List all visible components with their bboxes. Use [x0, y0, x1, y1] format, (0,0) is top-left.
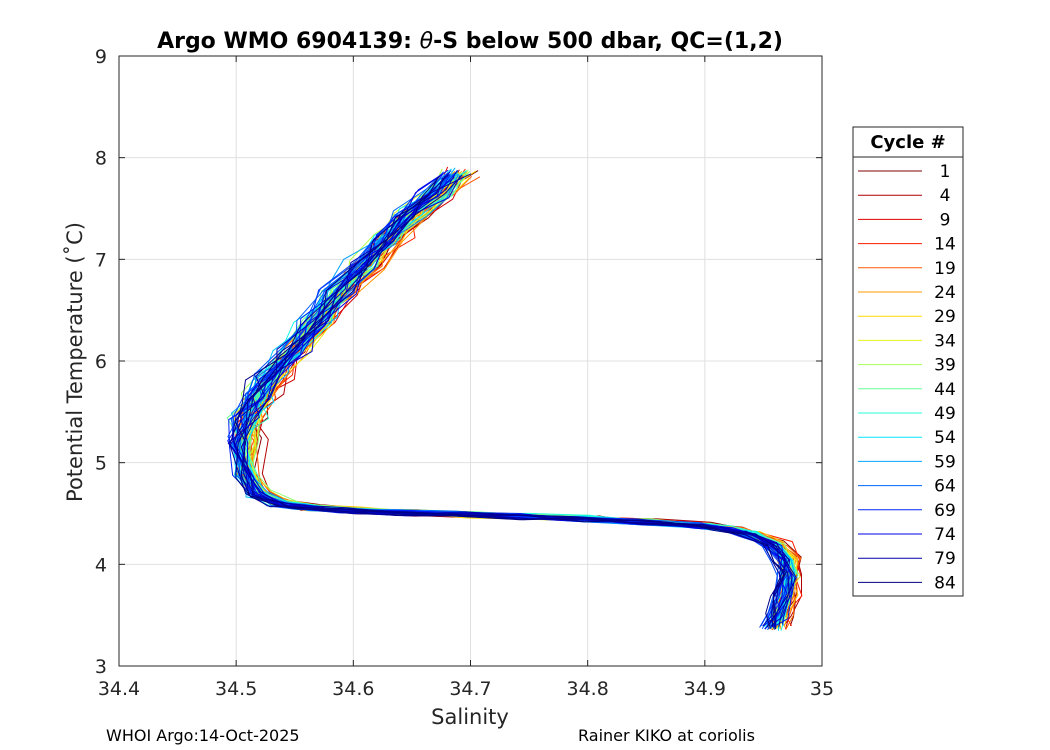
x-tick-label: 35: [810, 678, 834, 700]
legend-item: 24: [858, 283, 956, 303]
legend-label: 1: [940, 162, 951, 182]
legend-item: 59: [858, 452, 956, 472]
legend-label: 39: [934, 356, 956, 376]
x-tick-label: 34.7: [449, 678, 491, 700]
legend-label: 59: [934, 452, 956, 472]
legend-item: 79: [858, 549, 956, 569]
y-tick-label: 6: [95, 351, 107, 373]
legend-label: 84: [934, 573, 956, 593]
y-tick-label: 9: [95, 46, 107, 68]
x-tick-label: 34.4: [98, 678, 140, 700]
profile-line: [233, 174, 790, 630]
x-tick-label: 34.5: [215, 678, 257, 700]
profile-line: [234, 175, 786, 629]
legend-label: 34: [934, 331, 956, 351]
x-axis-label: Salinity: [431, 705, 509, 729]
legend-label: 54: [934, 428, 956, 448]
x-tick-label: 34.8: [567, 678, 609, 700]
y-tick-label: 8: [95, 148, 107, 170]
chart-title: Argo WMO 6904139: θ-S below 500 dbar, QC…: [157, 29, 783, 54]
legend-label: 74: [934, 525, 956, 545]
legend-item: 84: [858, 573, 956, 593]
legend: Cycle # 14914192429343944495459646974798…: [852, 126, 964, 597]
y-axis: 3 4 5 6 7 8 9: [95, 46, 822, 678]
legend-label: 4: [940, 186, 951, 206]
legend-box: [852, 126, 964, 597]
legend-label: 79: [934, 549, 956, 569]
footer-source: WHOI Argo:14-Oct-2025: [106, 726, 300, 745]
legend-label: 49: [934, 404, 956, 424]
legend-item: 9: [858, 210, 950, 230]
footer-operator: Rainer KIKO at coriolis: [578, 726, 755, 745]
legend-item: 29: [858, 307, 956, 327]
y-tick-label: 5: [95, 453, 107, 475]
gridlines: [119, 56, 822, 666]
y-tick-label: 3: [95, 656, 107, 678]
legend-title: Cycle #: [870, 132, 945, 153]
legend-label: 14: [934, 235, 956, 255]
legend-label: 64: [934, 477, 956, 497]
legend-label: 69: [934, 501, 956, 521]
legend-item: 19: [858, 259, 956, 279]
legend-label: 9: [940, 210, 951, 230]
y-tick-label: 7: [95, 249, 107, 271]
legend-item: 44: [858, 380, 956, 400]
legend-label: 29: [934, 307, 956, 327]
legend-item: 64: [858, 477, 956, 497]
x-axis: 34.4 34.5 34.6 34.7 34.8 34.9 35: [98, 56, 834, 700]
profiles-layer: [226, 166, 803, 631]
legend-item: 49: [858, 404, 956, 424]
legend-item: 34: [858, 331, 956, 351]
legend-item: 4: [858, 186, 950, 206]
y-tick-label: 4: [95, 554, 107, 576]
legend-item: 14: [858, 235, 956, 255]
legend-item: 39: [858, 356, 956, 376]
legend-label: 44: [934, 380, 956, 400]
legend-item: 74: [858, 525, 956, 545]
legend-item: 69: [858, 501, 956, 521]
y-axis-label: Potential Temperature (˚C): [63, 222, 87, 502]
legend-label: 19: [934, 259, 956, 279]
x-tick-label: 34.6: [332, 678, 374, 700]
legend-label: 24: [934, 283, 956, 303]
x-tick-label: 34.9: [684, 678, 726, 700]
legend-item: 54: [858, 428, 956, 448]
legend-item: 1: [858, 162, 950, 182]
